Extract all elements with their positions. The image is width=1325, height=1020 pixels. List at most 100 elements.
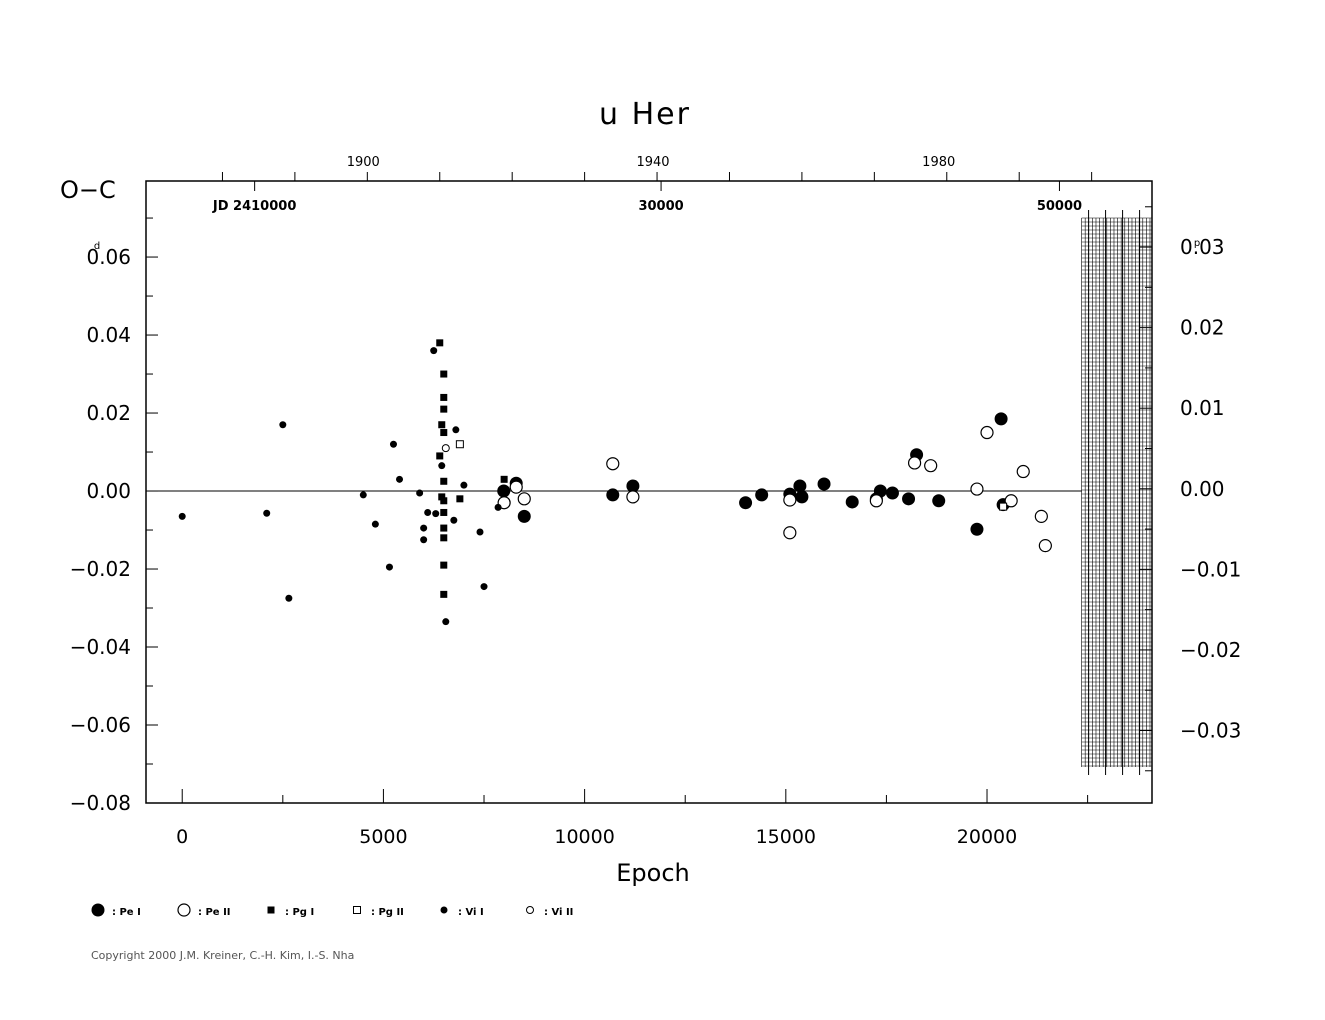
data-point bbox=[795, 490, 809, 504]
data-point bbox=[438, 421, 446, 429]
data-point bbox=[497, 484, 511, 498]
y2-tick-label: 0.03 bbox=[1180, 235, 1225, 259]
data-point bbox=[442, 618, 450, 626]
data-point bbox=[500, 475, 508, 483]
data-point bbox=[980, 425, 994, 440]
future-region-hatch bbox=[1081, 210, 1152, 775]
data-point bbox=[359, 491, 367, 499]
data-point bbox=[389, 440, 397, 448]
data-point bbox=[932, 494, 946, 508]
legend-marker bbox=[526, 906, 534, 914]
data-point bbox=[994, 412, 1008, 426]
data-point bbox=[480, 583, 488, 591]
data-point bbox=[509, 480, 523, 494]
data-point bbox=[436, 339, 444, 347]
chart-title: u Her bbox=[599, 97, 691, 132]
data-point bbox=[626, 479, 640, 493]
top-year-label: 1940 bbox=[636, 155, 669, 170]
data-point bbox=[907, 456, 922, 470]
data-point bbox=[1038, 539, 1052, 553]
data-point bbox=[263, 509, 271, 517]
legend-item: : Pe II bbox=[177, 903, 231, 918]
data-point bbox=[902, 492, 916, 506]
y-tick-label: 0.06 bbox=[86, 245, 131, 269]
data-point bbox=[441, 444, 450, 453]
data-point bbox=[517, 492, 531, 506]
series-open-circle-small bbox=[441, 444, 450, 453]
jd-label: 30000 bbox=[638, 199, 683, 214]
copyright-notice: Copyright 2000 J.M. Kreiner, C.-H. Kim, … bbox=[91, 949, 355, 962]
legend-label: : Pe I bbox=[112, 907, 141, 918]
plot-frame bbox=[145, 180, 1153, 804]
y-axis-label: O−C bbox=[60, 176, 116, 204]
data-point bbox=[440, 393, 448, 401]
y2-tick-label: 0.01 bbox=[1180, 396, 1225, 420]
data-point bbox=[440, 370, 448, 378]
data-point bbox=[869, 494, 883, 508]
y2-tick-label: 0.00 bbox=[1180, 477, 1225, 501]
data-point bbox=[440, 508, 448, 516]
y-tick-label: 0.02 bbox=[86, 401, 131, 425]
data-point bbox=[755, 488, 769, 502]
legend-marker bbox=[91, 903, 105, 917]
data-point bbox=[924, 459, 938, 473]
series-filled-circle-small bbox=[178, 347, 502, 626]
y-tick-label: −0.08 bbox=[70, 791, 131, 815]
legend-marker bbox=[440, 906, 448, 914]
data-point bbox=[440, 561, 448, 569]
legend-marker bbox=[267, 906, 275, 914]
data-point bbox=[285, 594, 293, 602]
y2-tick-label: 0.02 bbox=[1180, 316, 1225, 340]
data-point bbox=[739, 496, 753, 510]
x-tick-label: 10000 bbox=[554, 826, 614, 848]
data-point bbox=[817, 477, 831, 491]
data-point bbox=[440, 524, 448, 532]
data-point bbox=[430, 347, 438, 355]
legend-item: : Vi II bbox=[526, 906, 573, 918]
data-point bbox=[178, 512, 186, 520]
data-point bbox=[456, 495, 464, 503]
data-point bbox=[970, 522, 984, 536]
data-point bbox=[438, 462, 446, 470]
x-tick-label: 15000 bbox=[756, 826, 816, 848]
series-open-circle-large bbox=[497, 425, 1052, 553]
y-tick-label: −0.02 bbox=[70, 557, 131, 581]
data-point bbox=[793, 479, 807, 493]
data-point bbox=[1016, 464, 1030, 479]
legend-item: : Pe I bbox=[91, 903, 141, 918]
legend-marker bbox=[353, 906, 361, 914]
data-point bbox=[424, 508, 432, 516]
data-point bbox=[432, 510, 440, 518]
data-point bbox=[440, 477, 448, 485]
data-point bbox=[440, 534, 448, 542]
data-point bbox=[999, 502, 1008, 511]
x-tick-label: 0 bbox=[176, 826, 188, 848]
data-point bbox=[420, 524, 428, 532]
legend-label: : Vi I bbox=[458, 907, 484, 918]
jd-label: JD 2410000 bbox=[212, 199, 296, 214]
data-point bbox=[385, 563, 393, 571]
data-point bbox=[606, 457, 620, 471]
data-point bbox=[438, 493, 446, 501]
jd-label: 50000 bbox=[1037, 199, 1082, 214]
data-point bbox=[416, 489, 424, 497]
data-point bbox=[420, 536, 428, 544]
legend-label: : Pe II bbox=[198, 907, 231, 918]
data-point bbox=[1034, 509, 1048, 523]
data-point bbox=[455, 440, 464, 449]
x-tick-label: 20000 bbox=[957, 826, 1017, 848]
legend-label: : Pg I bbox=[285, 907, 314, 918]
data-point bbox=[476, 528, 484, 536]
data-point bbox=[783, 526, 797, 540]
legend-item: : Pg II bbox=[353, 906, 404, 918]
data-point bbox=[845, 495, 859, 509]
y-axis-unit: d bbox=[94, 241, 100, 252]
legend-label: : Vi II bbox=[544, 907, 573, 918]
data-point bbox=[606, 488, 620, 502]
data-point bbox=[371, 520, 379, 528]
y-tick-label: 0.04 bbox=[86, 323, 131, 347]
data-point bbox=[440, 497, 448, 505]
y-tick-label: −0.06 bbox=[70, 713, 131, 737]
data-point bbox=[279, 421, 287, 429]
